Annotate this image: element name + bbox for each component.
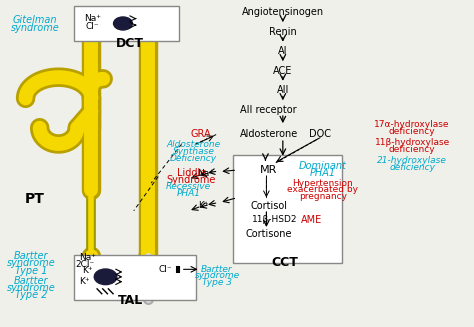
Text: PHA1: PHA1 xyxy=(177,189,201,198)
FancyBboxPatch shape xyxy=(73,6,179,42)
Text: Liddle: Liddle xyxy=(176,168,206,178)
Text: Hypertension: Hypertension xyxy=(292,179,353,188)
Text: MR: MR xyxy=(260,165,277,175)
Text: Cortisone: Cortisone xyxy=(246,229,292,238)
Text: deficiency: deficiency xyxy=(389,163,435,172)
Text: PHA1: PHA1 xyxy=(310,168,336,178)
Text: AII: AII xyxy=(277,85,289,95)
Text: PT: PT xyxy=(25,192,45,206)
Text: syndrome: syndrome xyxy=(7,283,55,293)
Text: AI: AI xyxy=(278,46,288,56)
Text: Angiotensinogen: Angiotensinogen xyxy=(242,7,324,17)
Text: DCT: DCT xyxy=(116,37,144,49)
Text: K⁺: K⁺ xyxy=(80,277,90,286)
Text: Aldosterone: Aldosterone xyxy=(166,140,220,149)
Text: Bartter: Bartter xyxy=(201,265,233,274)
Text: 17α-hydroxylase: 17α-hydroxylase xyxy=(374,120,450,129)
Text: GRA: GRA xyxy=(190,129,211,139)
Text: CCT: CCT xyxy=(272,256,299,269)
Text: Type 1: Type 1 xyxy=(15,266,47,276)
Text: AII receptor: AII receptor xyxy=(240,105,297,115)
Text: Recessive: Recessive xyxy=(166,182,211,191)
Text: 11β-HSD2: 11β-HSD2 xyxy=(252,215,297,224)
Text: 11β-hydroxylase: 11β-hydroxylase xyxy=(374,138,450,147)
Text: Bartter: Bartter xyxy=(14,276,48,286)
Text: K⁺: K⁺ xyxy=(199,201,209,210)
Text: Cortisol: Cortisol xyxy=(250,201,287,211)
Text: Gitelman: Gitelman xyxy=(13,15,57,25)
Text: Cl⁻: Cl⁻ xyxy=(158,265,172,274)
Text: Renin: Renin xyxy=(269,26,297,37)
FancyBboxPatch shape xyxy=(73,255,196,300)
Text: Syndrome: Syndrome xyxy=(166,175,216,185)
Text: 2Cl⁻: 2Cl⁻ xyxy=(76,260,95,268)
Text: Na⁺: Na⁺ xyxy=(84,14,101,23)
Text: Bartter: Bartter xyxy=(14,251,48,261)
Text: TAL: TAL xyxy=(118,294,143,307)
Text: Cl⁻: Cl⁻ xyxy=(86,22,99,31)
Text: deficiency: deficiency xyxy=(389,127,436,136)
Text: AME: AME xyxy=(301,215,322,225)
Text: 21-hydroxylase: 21-hydroxylase xyxy=(377,156,447,165)
Text: deficiency: deficiency xyxy=(389,145,436,154)
Text: pregnancy: pregnancy xyxy=(299,192,347,200)
Text: Na⁺: Na⁺ xyxy=(79,253,96,263)
Circle shape xyxy=(114,17,132,30)
Text: Type 2: Type 2 xyxy=(15,290,47,300)
Text: ACE: ACE xyxy=(273,66,292,76)
Text: DOC: DOC xyxy=(310,129,331,139)
Text: syndrome: syndrome xyxy=(7,258,55,268)
Text: K⁺: K⁺ xyxy=(82,266,93,275)
Text: syndrome: syndrome xyxy=(10,23,59,33)
FancyBboxPatch shape xyxy=(234,155,342,263)
Text: syndrome: syndrome xyxy=(194,271,239,280)
Text: Dominant: Dominant xyxy=(299,161,347,171)
Text: Synthase: Synthase xyxy=(173,147,214,156)
Text: Type 3: Type 3 xyxy=(202,278,232,287)
Circle shape xyxy=(94,269,117,284)
Text: Aldosterone: Aldosterone xyxy=(240,129,298,139)
Text: exacerbated by: exacerbated by xyxy=(287,185,358,194)
Text: Deficiency: Deficiency xyxy=(170,154,217,163)
Text: Na⁺: Na⁺ xyxy=(197,169,214,178)
